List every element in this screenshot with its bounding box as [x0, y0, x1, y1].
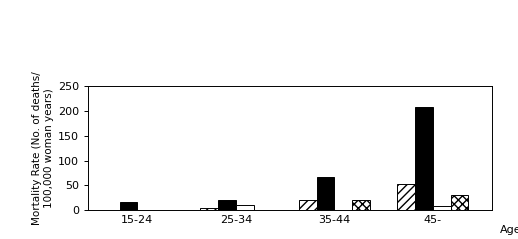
Bar	[433, 206, 451, 210]
Bar	[236, 205, 254, 210]
Bar	[352, 200, 370, 210]
Bar	[316, 177, 335, 210]
Y-axis label: Mortality Rate (No. of deaths/
100,000 woman years): Mortality Rate (No. of deaths/ 100,000 w…	[32, 71, 54, 225]
Text: Age: Age	[500, 225, 518, 235]
Bar	[451, 196, 468, 210]
Bar	[120, 202, 137, 210]
Bar	[218, 200, 236, 210]
Bar	[397, 185, 415, 210]
Bar	[200, 208, 218, 210]
Bar	[299, 200, 316, 210]
Bar	[415, 107, 433, 210]
